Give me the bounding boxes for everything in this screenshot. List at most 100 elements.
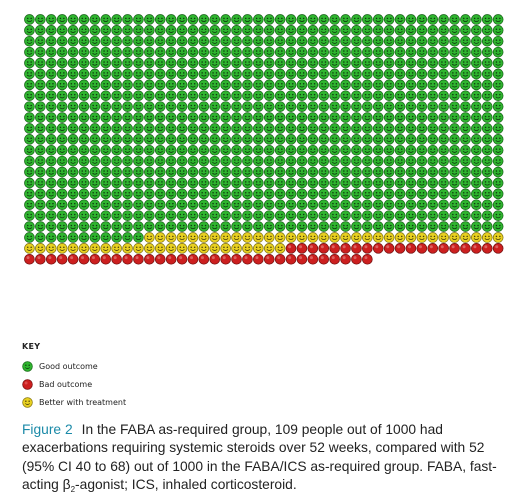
outcome-icon-good	[209, 177, 221, 189]
outcome-icon-good	[89, 35, 101, 47]
outcome-icon-good	[122, 79, 133, 91]
outcome-icon-good	[209, 221, 221, 232]
outcome-icon-bad	[351, 253, 362, 265]
outcome-icon-good	[318, 166, 330, 178]
outcome-icon-good	[45, 90, 57, 102]
outcome-icon-good	[176, 112, 188, 123]
outcome-icon-better	[242, 232, 253, 243]
figure-caption: Figure 2 In the FABA as-required group, 1…	[22, 421, 507, 500]
outcome-icon-better	[154, 232, 166, 243]
outcome-icon-better	[471, 232, 482, 243]
outcome-icon-good	[285, 155, 297, 167]
outcome-icon-good	[67, 25, 79, 36]
outcome-icon-good	[427, 210, 439, 221]
outcome-icon-good	[351, 101, 362, 112]
outcome-icon-good	[78, 35, 90, 47]
outcome-icon-good	[481, 221, 493, 232]
outcome-icon-good	[416, 134, 428, 145]
outcome-icon-good	[405, 123, 417, 134]
outcome-icon-good	[154, 134, 166, 145]
outcome-icon-good	[340, 199, 351, 211]
outcome-icon-good	[242, 166, 253, 178]
outcome-icon-good	[307, 57, 319, 69]
outcome-icon-good	[427, 177, 439, 189]
outcome-icon-good	[165, 188, 177, 200]
outcome-icon-good	[209, 14, 221, 25]
outcome-icon-good	[67, 14, 79, 25]
outcome-icon-good	[154, 155, 166, 167]
outcome-icon-bad	[154, 253, 166, 265]
outcome-icon-good	[449, 25, 460, 36]
outcome-icon-good	[144, 155, 155, 167]
outcome-icon-good	[274, 25, 286, 36]
outcome-icon-good	[242, 25, 253, 36]
outcome-icon-good	[274, 79, 286, 91]
outcome-icon-good	[263, 112, 275, 123]
outcome-icon-good	[329, 68, 340, 80]
outcome-icon-good	[187, 68, 199, 80]
outcome-icon-good	[100, 68, 112, 80]
outcome-icon-good	[460, 101, 471, 112]
outcome-icon-bad	[45, 253, 57, 265]
outcome-icon-good	[198, 134, 210, 145]
figure-label: Figure 2	[22, 422, 73, 437]
outcome-icon-good	[394, 68, 406, 80]
outcome-icon-good	[394, 188, 406, 200]
outcome-icon-good	[253, 112, 264, 123]
outcome-icon-good	[307, 79, 319, 91]
outcome-icon-good	[307, 155, 319, 167]
outcome-icon-good	[133, 25, 144, 36]
outcome-icon-good	[176, 199, 188, 211]
outcome-icon-good	[438, 144, 449, 156]
outcome-icon-good	[154, 79, 166, 91]
key-legend: KEY Good outcome Bad outcome Better with…	[22, 342, 126, 411]
outcome-icon-good	[329, 123, 340, 134]
outcome-icon-good	[89, 68, 101, 80]
outcome-icon-good	[318, 188, 330, 200]
outcome-icon-good	[111, 101, 122, 112]
outcome-icon-good	[176, 155, 188, 167]
outcome-icon-good	[405, 46, 417, 58]
outcome-icon-good	[144, 177, 155, 189]
outcome-icon-good	[274, 46, 286, 58]
outcome-icon-good	[198, 101, 210, 112]
outcome-icon-good	[209, 199, 221, 211]
outcome-icon-better	[78, 243, 90, 254]
outcome-icon-good	[449, 79, 460, 91]
outcome-icon-better	[351, 232, 362, 243]
outcome-icon-better	[285, 232, 297, 243]
outcome-icon-good	[263, 68, 275, 80]
outcome-icon-good	[263, 14, 275, 25]
outcome-icon-good	[460, 166, 471, 178]
outcome-icon-good	[220, 79, 231, 91]
outcome-icon-good	[372, 112, 384, 123]
outcome-icon-good	[242, 177, 253, 189]
outcome-icon-good	[45, 155, 57, 167]
outcome-icon-good	[100, 155, 112, 167]
outcome-icon-good	[351, 166, 362, 178]
outcome-icon-good	[416, 57, 428, 69]
outcome-icon-good	[416, 112, 428, 123]
outcome-icon-good	[318, 199, 330, 211]
outcome-icon-good	[383, 14, 395, 25]
outcome-icon-good	[492, 199, 504, 211]
outcome-icon-good	[122, 134, 133, 145]
outcome-icon-bad	[296, 253, 308, 265]
outcome-icon-good	[220, 134, 231, 145]
outcome-icon-good	[296, 25, 308, 36]
outcome-icon-good	[198, 188, 210, 200]
outcome-icon-good	[351, 79, 362, 91]
outcome-icon-good	[144, 25, 155, 36]
outcome-icon-good	[133, 155, 144, 167]
outcome-icon-good	[263, 155, 275, 167]
outcome-icon-good	[340, 79, 351, 91]
outcome-icon-bad	[372, 243, 384, 254]
outcome-icon-good	[285, 68, 297, 80]
outcome-icon-good	[394, 221, 406, 232]
outcome-icon-better	[231, 243, 242, 254]
outcome-icon-good	[274, 35, 286, 47]
outcome-icon-bad	[78, 253, 90, 265]
outcome-icon-bad	[318, 243, 330, 254]
outcome-icon-good	[383, 188, 395, 200]
outcome-icon-good	[100, 210, 112, 221]
